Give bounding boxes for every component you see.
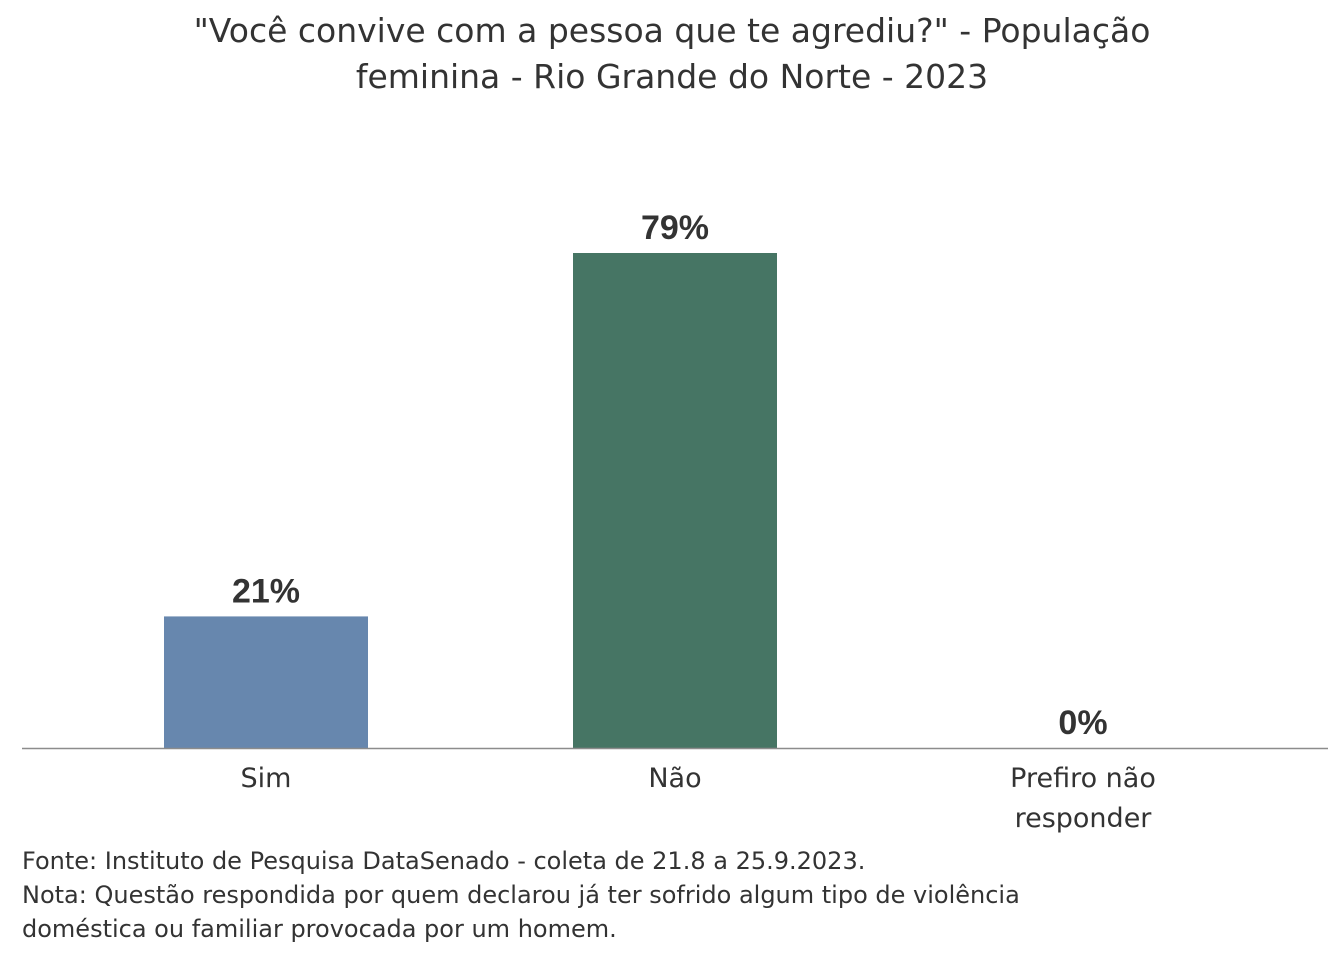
category-label: Não bbox=[648, 763, 701, 794]
category-label: Sim bbox=[241, 763, 292, 794]
note-line-2: doméstica ou familiar provocada por um h… bbox=[22, 915, 617, 943]
bar-n-o bbox=[573, 253, 777, 748]
chart-title: "Você convive com a pessoa que te agredi… bbox=[0, 8, 1344, 100]
category-label: Prefiro não bbox=[1010, 763, 1156, 794]
note-line-1: Nota: Questão respondida por quem declar… bbox=[22, 881, 1020, 909]
footnote: Fonte: Instituto de Pesquisa DataSenado … bbox=[22, 844, 1322, 946]
value-label: 79% bbox=[641, 209, 709, 247]
value-label: 21% bbox=[232, 572, 300, 610]
category-label: responder bbox=[1015, 803, 1153, 834]
chart-title-line-1: "Você convive com a pessoa que te agredi… bbox=[193, 11, 1151, 50]
value-label: 0% bbox=[1058, 704, 1107, 742]
chart-title-line-2: feminina - Rio Grande do Norte - 2023 bbox=[355, 57, 989, 96]
source-note: Fonte: Instituto de Pesquisa DataSenado … bbox=[22, 847, 866, 875]
bar-sim bbox=[164, 616, 368, 748]
